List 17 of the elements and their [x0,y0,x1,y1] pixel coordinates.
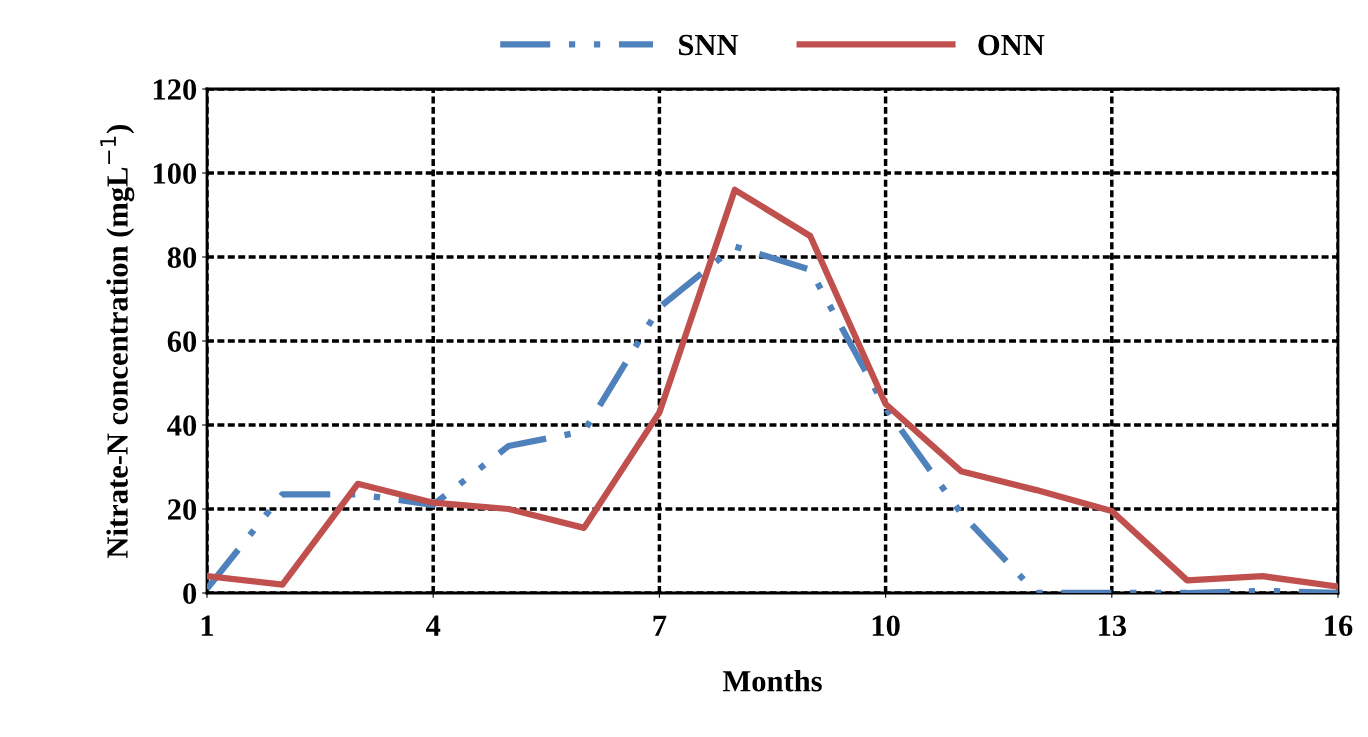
x-tick-label: 13 [1098,615,1127,637]
x-tick-label: 16 [1325,615,1353,637]
y-tick-label: 0 [183,583,197,604]
x-tick-label: 4 [425,615,441,636]
y-tick-label: 80 [167,247,197,268]
x-tick-label: 7 [653,615,667,636]
legend-label: SNN [679,34,739,56]
x-tick-label: 10 [872,615,900,637]
y-tick-label: 40 [167,415,197,436]
y-tick-label: 100 [153,163,197,184]
y-axis-title: Nitrate-N concentration (mgL$^{−1}$) [100,125,135,558]
y-tick-label: 60 [167,331,197,352]
y-tick-label: 20 [168,499,197,520]
y-tick-label: 120 [153,79,197,100]
legend-label: ONN [978,34,1045,56]
x-tick-label: 1 [201,615,214,636]
x-axis-title: Months [722,670,822,692]
